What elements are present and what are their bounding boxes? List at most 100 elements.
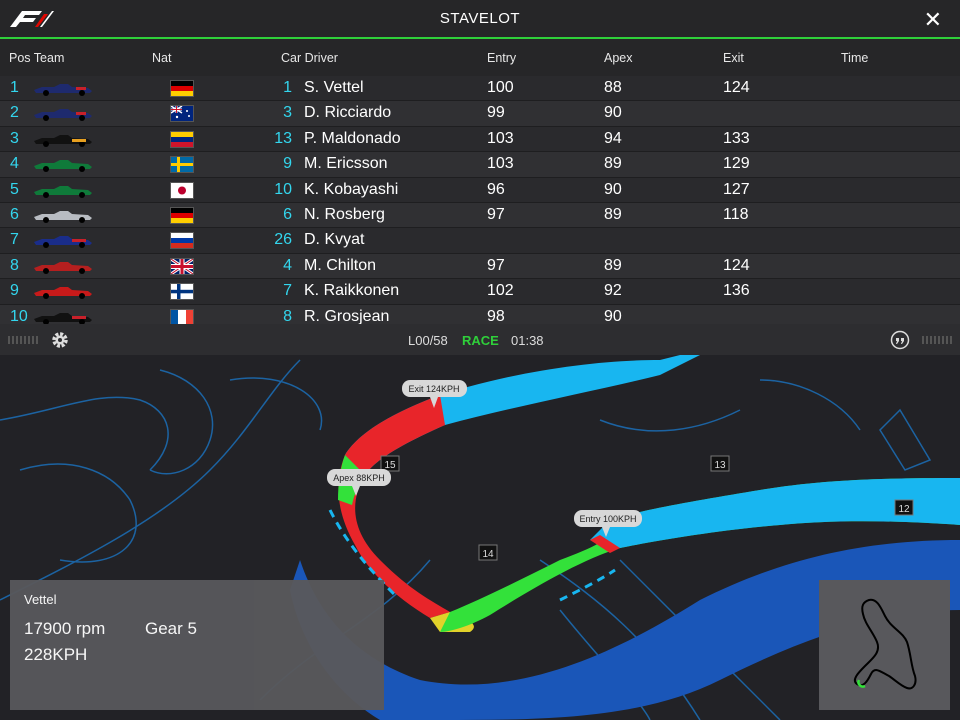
car-number: 26: [274, 231, 292, 249]
team-car-icon: [34, 160, 92, 173]
car-number: 4: [283, 256, 292, 274]
telemetry-gear: Gear 5: [145, 619, 197, 638]
car-number: 9: [283, 155, 292, 173]
entry-speed: 103: [487, 155, 514, 173]
driver-name: K. Raikkonen: [304, 282, 400, 300]
col-apex: Apex: [604, 51, 633, 65]
entry-speed: 99: [487, 104, 505, 122]
car-number: 1: [283, 79, 292, 96]
track-segment-exit-straight: [345, 355, 700, 475]
table-row[interactable]: 9 7 K. Raikkonen 102 92 136: [0, 279, 960, 305]
table-row[interactable]: 3 13 P. Maldonado 103 94 133: [0, 126, 960, 153]
table-row[interactable]: 6 6 N. Rosberg 97 89 118: [0, 202, 960, 229]
uk-flag: [170, 257, 194, 275]
driver-name: K. Kobayashi: [304, 180, 399, 198]
entry-speed: 98: [487, 307, 505, 325]
page-title: STAVELOT: [439, 10, 521, 27]
turn-13-label: 13: [714, 460, 726, 471]
team-car-icon: [34, 261, 92, 274]
col-car-driver: Car Driver: [281, 51, 338, 65]
exit-speed: 136: [723, 282, 750, 300]
circuit-minimap[interactable]: [819, 580, 950, 710]
table-row[interactable]: 5 10 K. Kobayashi 96 90 127: [0, 177, 960, 203]
position: 7: [10, 231, 19, 249]
table-row[interactable]: 4 9 M. Ericsson 103 89 129: [0, 152, 960, 178]
table-row[interactable]: 7 26 D. Kvyat: [0, 228, 960, 254]
entry-speed: 103: [487, 129, 514, 147]
col-pos-team: Pos Team: [9, 51, 65, 65]
position: 5: [10, 180, 19, 198]
exit-speed: 124: [723, 79, 750, 96]
turn-14-label: 14: [482, 549, 494, 560]
position: 10: [10, 307, 28, 325]
apex-callout-text: Apex 88KPH: [333, 473, 385, 483]
session-clock: 01:38: [511, 333, 544, 348]
col-time: Time: [841, 51, 869, 65]
entry-speed: 96: [487, 180, 505, 198]
turn-marker-13: 13: [710, 455, 730, 472]
team-car-icon: [34, 312, 92, 325]
apex-speed: 88: [604, 79, 622, 96]
apex-speed: 90: [604, 104, 622, 122]
apex-speed: 94: [604, 129, 622, 147]
entry-speed: 102: [487, 282, 514, 300]
table-row[interactable]: 8 4 M. Chilton 97 89 124: [0, 253, 960, 280]
germany-flag: [170, 80, 194, 97]
drag-handle-right[interactable]: [922, 336, 952, 344]
driver-name: R. Grosjean: [304, 307, 390, 325]
table-row[interactable]: 2 3 D. Ricciardo 99 90: [0, 101, 960, 127]
australia-flag: [170, 105, 194, 123]
title-bar: STAVELOT ✕: [0, 0, 960, 39]
turn-marker-12: 12: [894, 499, 914, 516]
turn-12-label: 12: [898, 504, 910, 515]
exit-speed: 129: [723, 155, 750, 173]
turn-15-label: 15: [384, 460, 396, 471]
team-car-icon: [34, 134, 92, 147]
telemetry-speed: 228KPH: [24, 645, 88, 664]
exit-speed: 133: [723, 129, 750, 147]
drag-handle-left[interactable]: [8, 336, 38, 344]
table-header: Pos Team Nat Car Driver Entry Apex Exit …: [0, 39, 960, 76]
entry-speed: 97: [487, 256, 505, 274]
track-segment-entry: [590, 478, 960, 548]
turn-marker-14: 14: [478, 544, 498, 561]
entry-marker: [590, 535, 620, 553]
germany-flag: [170, 206, 194, 224]
commentary-icon[interactable]: [890, 330, 910, 350]
exit-speed: 118: [723, 205, 749, 223]
team-car-icon: [34, 185, 92, 198]
table-row[interactable]: 1 1 S. Vettel 100 88 124: [0, 76, 960, 102]
circuit-outline-icon: [853, 598, 917, 690]
telemetry-rpm: 17900 rpm: [24, 619, 106, 638]
driver-name: D. Kvyat: [304, 231, 365, 249]
apex-speed: 90: [604, 307, 622, 325]
car-number: 3: [283, 104, 292, 122]
car-number: 7: [283, 282, 292, 300]
runoff-area: [290, 540, 960, 720]
apex-speed: 89: [604, 256, 622, 274]
lap-counter: L00/58: [408, 333, 448, 348]
japan-flag: [170, 181, 194, 199]
car-number: 8: [283, 307, 292, 325]
gear-icon[interactable]: [50, 330, 70, 350]
exit-callout: Exit 124KPH: [402, 380, 467, 408]
telemetry-driver: Vettel: [24, 592, 57, 607]
exit-callout-text: Exit 124KPH: [408, 384, 459, 394]
close-icon[interactable]: ✕: [923, 7, 942, 32]
car-number: 13: [274, 129, 292, 147]
team-car-icon: [34, 109, 92, 122]
driver-name: P. Maldonado: [304, 129, 401, 147]
turn-marker-15: 15: [380, 455, 400, 472]
driver-name: S. Vettel: [304, 79, 364, 96]
car-number: 6: [283, 205, 292, 223]
standings-table: 1 1 S. Vettel 100 88 124 2 3 D. Ricciard…: [0, 76, 960, 330]
braking-zone: [345, 395, 445, 475]
team-car-icon: [34, 287, 92, 300]
apex-speed: 89: [604, 205, 622, 223]
entry-callout: Entry 100KPH: [574, 510, 642, 537]
position: 9: [10, 282, 19, 300]
team-car-icon: [34, 210, 92, 223]
driver-name: M. Ericsson: [304, 155, 388, 173]
col-exit: Exit: [723, 51, 744, 65]
entry-speed: 97: [487, 205, 505, 223]
